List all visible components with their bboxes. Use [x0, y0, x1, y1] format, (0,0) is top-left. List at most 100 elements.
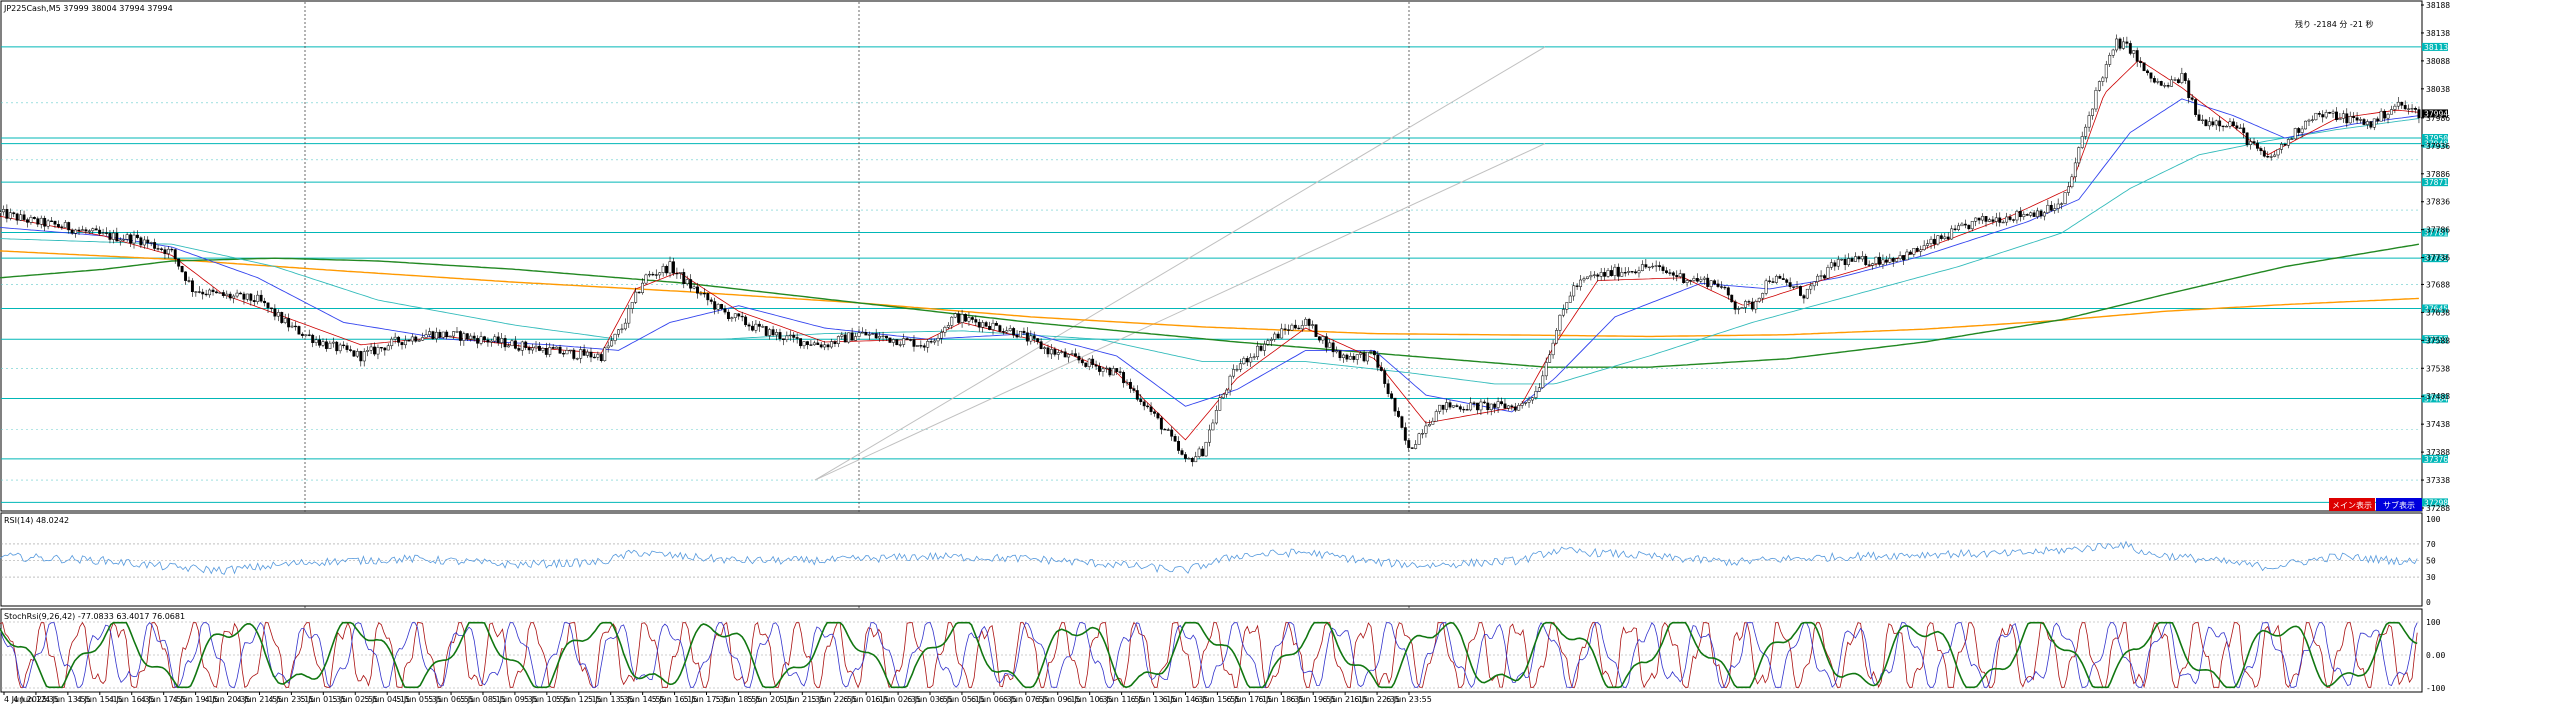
- candle-body: [895, 339, 899, 346]
- candle-body: [788, 334, 792, 337]
- candle-body: [1744, 301, 1747, 308]
- stoch-tick-label: -100: [2426, 684, 2445, 693]
- time-tick-label: 6 Jun 15:55: [1195, 695, 1241, 704]
- candle-body: [122, 239, 126, 241]
- candle-body: [1599, 272, 1603, 277]
- time-tick-label: 4 Jun 17:55: [141, 695, 187, 704]
- candle-body: [2077, 147, 2081, 164]
- candle-body: [905, 338, 909, 340]
- candle-body: [1871, 263, 1875, 266]
- candle-body: [1324, 336, 1328, 348]
- candle-body: [366, 349, 370, 352]
- candle-body: [915, 345, 919, 347]
- candle-body: [1919, 249, 1923, 252]
- candle-body: [1455, 405, 1459, 407]
- rsi-tick-label: 30: [2426, 573, 2436, 582]
- candle-body: [1118, 371, 1122, 373]
- candle-body: [1190, 457, 1194, 463]
- candle-body: [2183, 73, 2187, 81]
- candle-body: [342, 344, 346, 347]
- candle-body: [1957, 225, 1960, 230]
- time-tick-label: 6 Jun 13:15: [1131, 695, 1177, 704]
- candle-body: [232, 295, 236, 299]
- candle-body: [761, 326, 765, 328]
- rsi-tick-label: 50: [2426, 557, 2436, 566]
- candle-body: [720, 304, 724, 310]
- candle-body: [2094, 90, 2098, 110]
- hline-price-tag: [2422, 42, 2448, 51]
- candle-body: [503, 338, 507, 348]
- price-tick-label: 37986: [2426, 114, 2450, 123]
- candle-body: [1183, 454, 1187, 459]
- candle-body: [620, 328, 624, 331]
- candle-body: [520, 341, 524, 351]
- candle-body: [1994, 217, 1998, 222]
- candle-body: [2252, 141, 2256, 144]
- candle-body: [2046, 204, 2050, 213]
- candle-body: [328, 342, 332, 349]
- candle-body: [235, 292, 239, 297]
- rsi-line: [0, 540, 2418, 575]
- candle-body: [1383, 370, 1387, 384]
- sub-view-button[interactable]: サブ表示: [2376, 498, 2422, 511]
- candle-body: [1197, 448, 1201, 457]
- candle-body: [1692, 278, 1696, 281]
- candle-body: [2369, 121, 2373, 128]
- candle-body: [201, 291, 205, 295]
- candle-body: [1534, 391, 1538, 398]
- candle-body: [1627, 271, 1631, 273]
- candle-body: [2115, 38, 2119, 51]
- main-view-button[interactable]: メイン表示: [2329, 498, 2375, 511]
- candle-body: [544, 348, 548, 355]
- candle-body: [1603, 272, 1607, 277]
- candle-body: [1950, 228, 1954, 240]
- candle-body: [376, 347, 380, 355]
- candle-body: [2341, 113, 2345, 119]
- candle-body: [280, 312, 284, 323]
- candle-body: [1778, 275, 1782, 279]
- candle-body: [496, 336, 500, 343]
- candle-body: [1496, 401, 1500, 408]
- candle-body: [1056, 352, 1060, 355]
- time-tick-label: 4 Jun 16:35: [109, 695, 155, 704]
- candle-body: [1228, 375, 1232, 391]
- candle-body: [1812, 281, 1816, 287]
- candle-body: [575, 358, 579, 360]
- hline-price-tag: [2422, 498, 2448, 507]
- candle-body: [527, 347, 531, 351]
- time-tick-label: 6 Jun 06:35: [971, 695, 1017, 704]
- candle-body: [1606, 270, 1610, 277]
- candle-body: [1273, 333, 1277, 340]
- candle-body: [1933, 238, 1936, 245]
- candle-body: [2104, 64, 2108, 79]
- time-tick-label: 5 Jun 13:35: [588, 695, 634, 704]
- candle-body: [321, 341, 325, 346]
- candle-body: [1974, 217, 1978, 222]
- candle-body: [1245, 358, 1249, 363]
- candle-body: [2304, 120, 2308, 130]
- candle-body: [1201, 448, 1205, 457]
- candle-body: [610, 340, 614, 347]
- candle-body: [1204, 441, 1208, 457]
- candle-body: [221, 292, 225, 296]
- candle-body: [2379, 110, 2383, 122]
- candle-body: [403, 340, 407, 346]
- time-tick-label: 5 Jun 16:15: [652, 695, 698, 704]
- candle-body: [1661, 266, 1665, 271]
- candle-body: [881, 335, 885, 338]
- candle-body: [60, 226, 64, 228]
- candle-body: [472, 335, 476, 339]
- candle-body: [675, 272, 679, 275]
- candle-body: [1640, 264, 1644, 271]
- candle-body: [311, 334, 315, 343]
- candle-body: [190, 280, 194, 292]
- candle-body: [400, 342, 404, 346]
- candle-body: [410, 336, 414, 342]
- candle-body: [129, 234, 133, 244]
- candle-body: [1060, 351, 1064, 353]
- candle-body: [1094, 364, 1098, 367]
- candle-body: [2321, 114, 2325, 118]
- candle-body: [26, 219, 29, 223]
- candle-body: [1269, 339, 1273, 341]
